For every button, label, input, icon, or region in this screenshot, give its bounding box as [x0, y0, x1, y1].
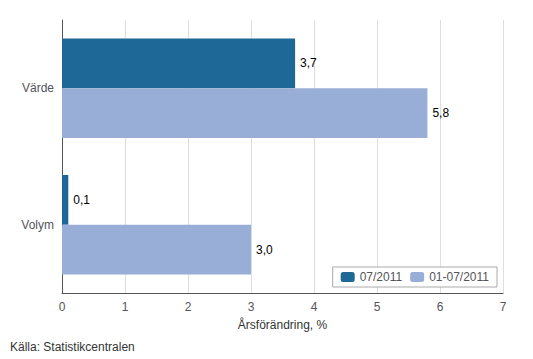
svg-text:01-07/2011: 01-07/2011 [429, 270, 489, 284]
svg-text:3,0: 3,0 [256, 243, 273, 257]
svg-text:6: 6 [437, 300, 444, 314]
svg-text:3,7: 3,7 [300, 56, 317, 70]
svg-text:Värde: Värde [22, 81, 54, 95]
svg-text:4: 4 [311, 300, 318, 314]
svg-text:5: 5 [374, 300, 381, 314]
svg-text:Årsförändring, %: Årsförändring, % [238, 317, 328, 332]
svg-text:7: 7 [500, 300, 507, 314]
svg-text:3: 3 [248, 300, 255, 314]
svg-text:0,1: 0,1 [73, 193, 90, 207]
svg-text:07/2011: 07/2011 [360, 270, 403, 284]
svg-text:2: 2 [185, 300, 192, 314]
svg-text:Källa: Statistikcentralen: Källa: Statistikcentralen [10, 340, 135, 354]
svg-text:0: 0 [59, 300, 66, 314]
svg-text:Volym: Volym [21, 218, 54, 232]
svg-text:5,8: 5,8 [432, 106, 449, 120]
svg-text:1: 1 [122, 300, 129, 314]
